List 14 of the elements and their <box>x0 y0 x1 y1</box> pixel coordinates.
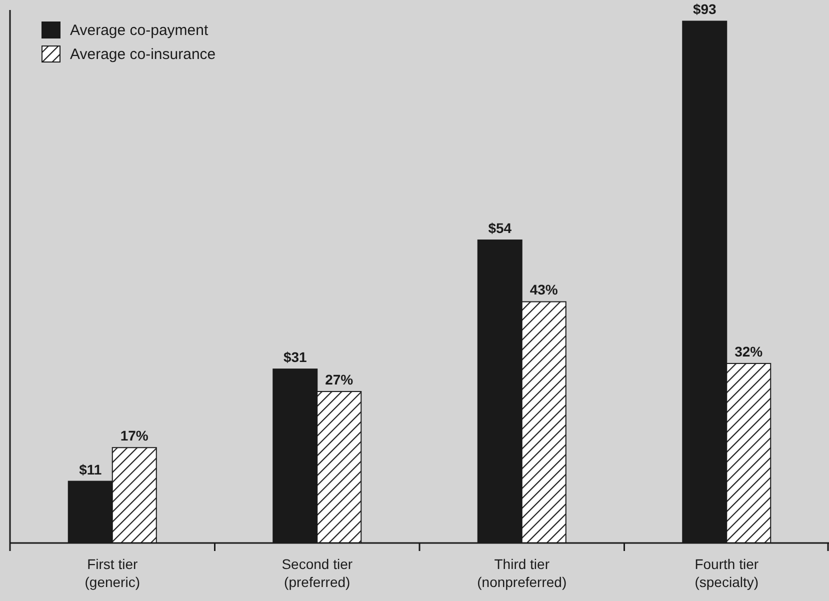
data-label: $54 <box>488 220 512 236</box>
data-label: $31 <box>283 349 308 366</box>
x-tick-label: Second tier (preferred) <box>282 556 353 590</box>
x-tick-label: First tier (generic) <box>84 556 140 590</box>
data-label: 43% <box>530 282 558 298</box>
data-label: 17% <box>120 428 149 444</box>
legend-label: Average co-payment <box>70 22 209 39</box>
x-tick-label: Third tier (nonpreferred) <box>477 556 567 590</box>
data-label: $93 <box>692 1 717 18</box>
data-label: 32% <box>734 343 764 360</box>
legend-label: Average co-insurance <box>70 46 216 63</box>
x-tick-label: Fourth tier (specialty) <box>694 556 759 590</box>
data-label: $11 <box>79 461 102 478</box>
data-label: 27% <box>325 372 354 388</box>
